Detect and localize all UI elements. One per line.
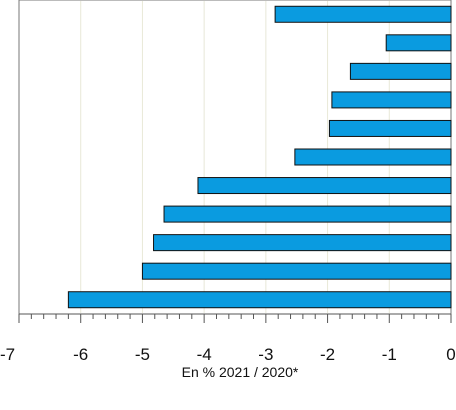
x-tick-label: -7 <box>0 345 15 364</box>
bars-group <box>67 5 452 309</box>
bar <box>274 5 452 23</box>
bar <box>141 262 452 280</box>
x-tick-label: 0 <box>446 345 455 364</box>
bar <box>163 205 452 223</box>
bar <box>328 119 452 137</box>
x-axis-title: En % 2021 / 2020* <box>182 364 299 380</box>
x-tick-label: -3 <box>258 345 273 364</box>
bar <box>349 62 452 80</box>
x-tick-label: -5 <box>135 345 150 364</box>
x-tick-label: -1 <box>382 345 397 364</box>
bar <box>197 177 452 195</box>
bar <box>385 34 452 52</box>
bar <box>67 291 452 309</box>
bar <box>331 91 452 109</box>
bar <box>294 148 452 166</box>
x-tick-label: -2 <box>320 345 335 364</box>
bar <box>153 234 452 252</box>
x-tick-label: -6 <box>73 345 88 364</box>
x-tick-label: -4 <box>197 345 212 364</box>
x-axis-ticks <box>18 314 452 323</box>
x-axis-tick-labels: -7 -6 -5 -4 -3 -2 -1 0 <box>0 345 456 364</box>
